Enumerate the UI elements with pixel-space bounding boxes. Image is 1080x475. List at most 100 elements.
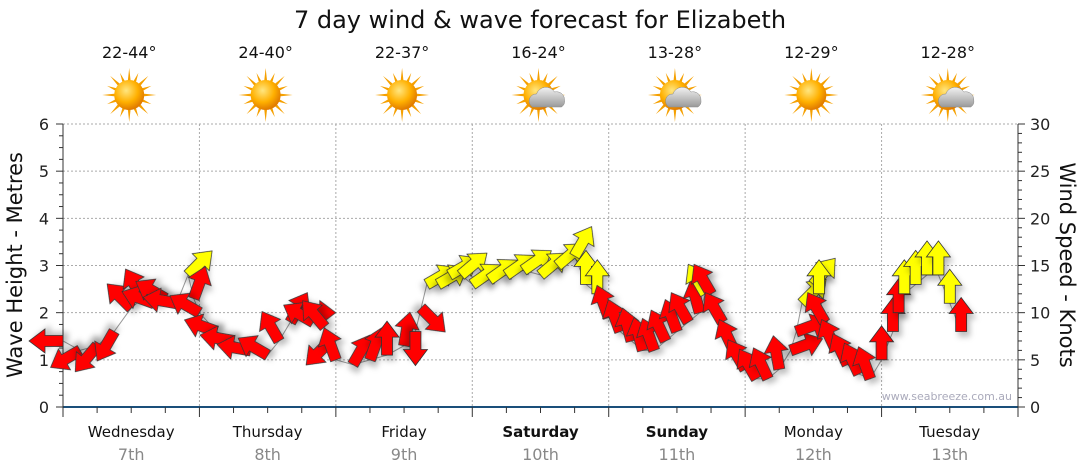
sun-ray — [414, 93, 430, 97]
wind-arrow-shape — [519, 249, 552, 276]
sun-ray — [511, 93, 526, 97]
temperature-range: 12-29° — [784, 43, 839, 62]
wind-arrow — [317, 327, 342, 363]
wind-arrow — [646, 309, 672, 344]
sun-disc — [387, 80, 418, 110]
wind-arrow-shape — [169, 292, 203, 318]
wind-arrow-shape — [94, 328, 120, 362]
wind-arrow-shape — [646, 309, 672, 344]
temperature-range: 24-40° — [238, 43, 293, 62]
sun-disc — [250, 80, 281, 110]
sun-ray — [137, 75, 149, 87]
left-tick-label: 6 — [39, 115, 49, 134]
left-tick-label: 2 — [39, 304, 49, 323]
wind-arrow-shape — [416, 303, 446, 333]
wind-arrow — [788, 332, 824, 357]
wind-arrow-shape — [804, 292, 831, 326]
sun-ray — [655, 75, 667, 87]
wind-arrow — [925, 240, 952, 276]
wind-arrow — [806, 259, 832, 295]
sun-ray — [127, 68, 131, 83]
sun-ray — [928, 103, 940, 115]
wind-arrow — [763, 335, 789, 371]
sun-ray — [655, 103, 667, 115]
right-tick-label: 5 — [1030, 351, 1040, 370]
sun-ray — [519, 75, 531, 87]
temperature-range: 13-28° — [648, 43, 703, 62]
left-tick-label: 4 — [39, 209, 49, 228]
date-label: 9th — [391, 445, 418, 464]
wind-arrow — [519, 249, 552, 276]
day-label: Friday — [381, 423, 427, 441]
date-label: 8th — [254, 445, 281, 464]
sun-ray — [382, 103, 395, 115]
sun-ray — [546, 75, 558, 87]
right-tick-label: 10 — [1030, 304, 1050, 323]
partly-cloudy-icon — [647, 68, 702, 122]
right-tick-label: 30 — [1030, 115, 1050, 134]
temperature-range: 22-44° — [102, 43, 157, 62]
sun-ray — [946, 107, 950, 122]
sun-ray — [928, 75, 940, 87]
wind-arrow — [94, 328, 120, 362]
sun-ray — [536, 68, 541, 83]
wind-arrow — [187, 265, 212, 301]
wind-arrow-shape — [868, 325, 895, 361]
sun-ray — [784, 93, 799, 97]
cloud — [665, 86, 702, 108]
wind-arrow-shape — [302, 300, 330, 331]
sun-ray — [946, 68, 950, 83]
sun-ray — [824, 93, 839, 97]
partly-cloudy-icon — [511, 68, 566, 122]
left-tick-label: 0 — [39, 398, 49, 417]
watermark: www.seabreeze.com.au — [882, 390, 1012, 403]
wind-arrow — [259, 310, 285, 345]
sun-ray — [809, 68, 813, 83]
sun-ray — [955, 75, 967, 87]
right-axis-label: Wind Speed - Knots — [1055, 162, 1079, 367]
day-label: Monday — [784, 423, 843, 441]
sun-ray — [264, 68, 268, 83]
chart-title: 7 day wind & wave forecast for Elizabeth — [294, 6, 786, 34]
right-tick-label: 20 — [1030, 209, 1050, 228]
day-label: Tuesday — [918, 423, 980, 441]
wind-arrow — [237, 335, 271, 361]
cloud — [528, 86, 565, 108]
wind-arrow-shape — [187, 265, 212, 301]
temperature-range: 16-24° — [511, 43, 566, 62]
day-label: Sunday — [646, 423, 709, 441]
right-tick-label: 15 — [1030, 257, 1050, 276]
sun-ray — [278, 93, 293, 97]
temperature-range: 22-37° — [375, 43, 430, 62]
sun-ray — [819, 75, 831, 87]
sunny-icon — [375, 68, 430, 122]
wind-arrow-shape — [748, 347, 774, 382]
wind-arrow-shape — [936, 268, 963, 304]
sun-ray — [137, 103, 149, 115]
day-label: Saturday — [502, 423, 579, 441]
wind-arrow-shape — [74, 341, 102, 373]
wind-arrow — [50, 345, 84, 371]
wind-arrow — [302, 300, 330, 331]
wind-arrow — [868, 325, 895, 361]
wind-arrow-shape — [237, 335, 271, 361]
sun-ray — [647, 93, 663, 97]
cloud — [938, 86, 975, 108]
wind-arrow-shape — [788, 332, 824, 357]
sun-ray — [792, 75, 804, 87]
sun-ray — [410, 75, 422, 87]
left-tick-label: 3 — [39, 257, 49, 276]
sun-ray — [682, 75, 695, 87]
right-tick-label: 25 — [1030, 162, 1050, 181]
sun-disc — [114, 80, 145, 110]
sun-ray — [127, 107, 131, 122]
sun-ray — [110, 103, 122, 115]
sun-ray — [519, 103, 531, 115]
sun-ray — [246, 75, 258, 87]
wind-arrow — [852, 346, 877, 382]
sun-ray — [102, 93, 117, 97]
wind-arrow-shape — [50, 345, 84, 371]
wind-arrow-shape — [259, 310, 285, 345]
wind-arrow-shape — [402, 331, 429, 367]
left-axis-label: Wave Height - Metres — [3, 152, 27, 378]
